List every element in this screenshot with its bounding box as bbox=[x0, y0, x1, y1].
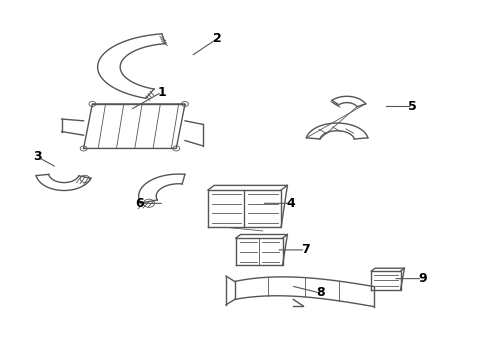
Text: 5: 5 bbox=[407, 100, 416, 113]
Text: 7: 7 bbox=[301, 243, 309, 256]
Text: 1: 1 bbox=[157, 86, 165, 99]
Text: 3: 3 bbox=[33, 150, 41, 163]
Text: 6: 6 bbox=[135, 197, 143, 210]
Text: 2: 2 bbox=[213, 32, 222, 45]
Text: 4: 4 bbox=[286, 197, 295, 210]
Text: 9: 9 bbox=[417, 272, 426, 285]
Text: 8: 8 bbox=[315, 287, 324, 300]
